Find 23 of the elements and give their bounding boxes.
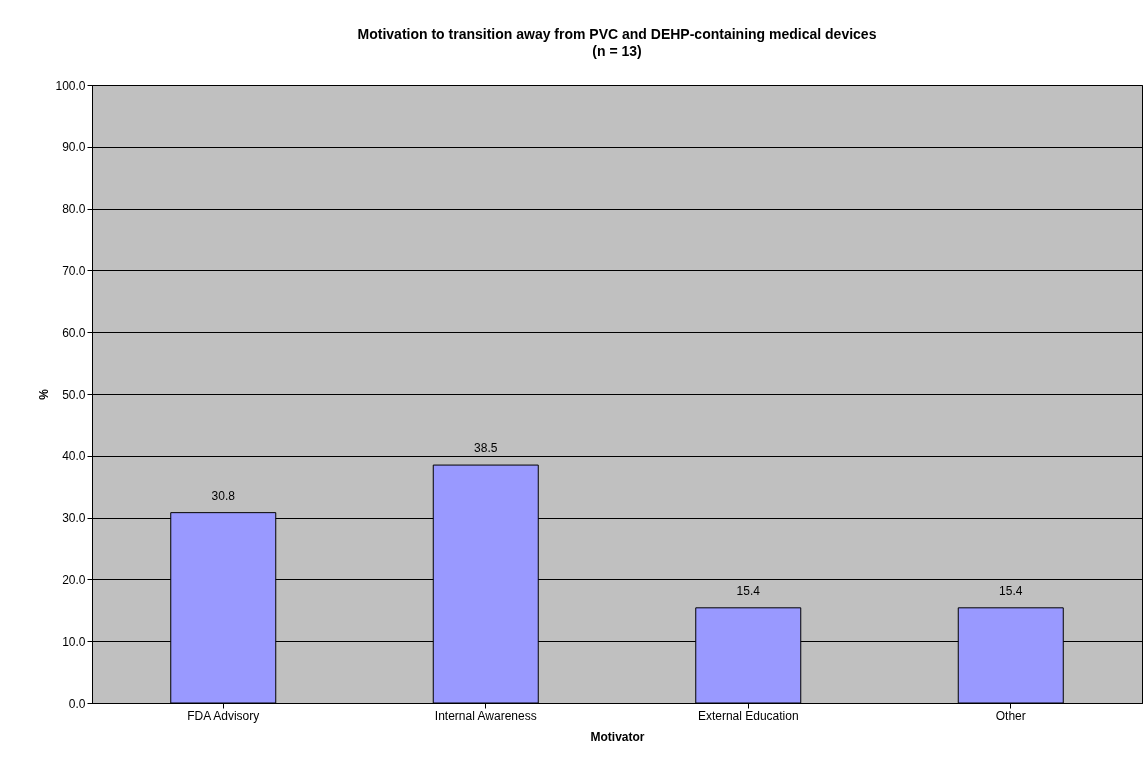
y-tick-label: 70.0 bbox=[62, 263, 86, 278]
x-axis-title: Motivator bbox=[590, 729, 645, 744]
data-label: 30.8 bbox=[211, 488, 236, 503]
y-tick-label: 100.0 bbox=[55, 78, 86, 93]
x-tick-label: External Education bbox=[697, 708, 799, 723]
data-label: 15.4 bbox=[736, 583, 761, 598]
y-tick-label: 80.0 bbox=[62, 202, 86, 217]
y-tick-label: 30.0 bbox=[62, 511, 86, 526]
chart-subtitle: (n = 13) bbox=[592, 43, 642, 59]
x-tick-label: Internal Awareness bbox=[434, 708, 537, 723]
x-tick-label: Other bbox=[995, 708, 1026, 723]
chart-title: Motivation to transition away from PVC and DEHP-containing medical devices bbox=[357, 26, 877, 42]
y-axis-title: % bbox=[37, 388, 52, 400]
data-label: 38.5 bbox=[474, 441, 498, 456]
y-tick-label: 60.0 bbox=[62, 325, 86, 340]
y-tick-label: 40.0 bbox=[62, 449, 86, 464]
y-tick-label: 10.0 bbox=[62, 634, 86, 649]
x-tick-label: FDA Advisory bbox=[187, 708, 260, 723]
data-label: 15.4 bbox=[999, 583, 1023, 598]
y-tick-label: 50.0 bbox=[62, 387, 86, 402]
y-tick-label: 0.0 bbox=[68, 696, 86, 711]
y-tick-label: 20.0 bbox=[62, 572, 86, 587]
y-tick-label: 90.0 bbox=[62, 140, 86, 155]
